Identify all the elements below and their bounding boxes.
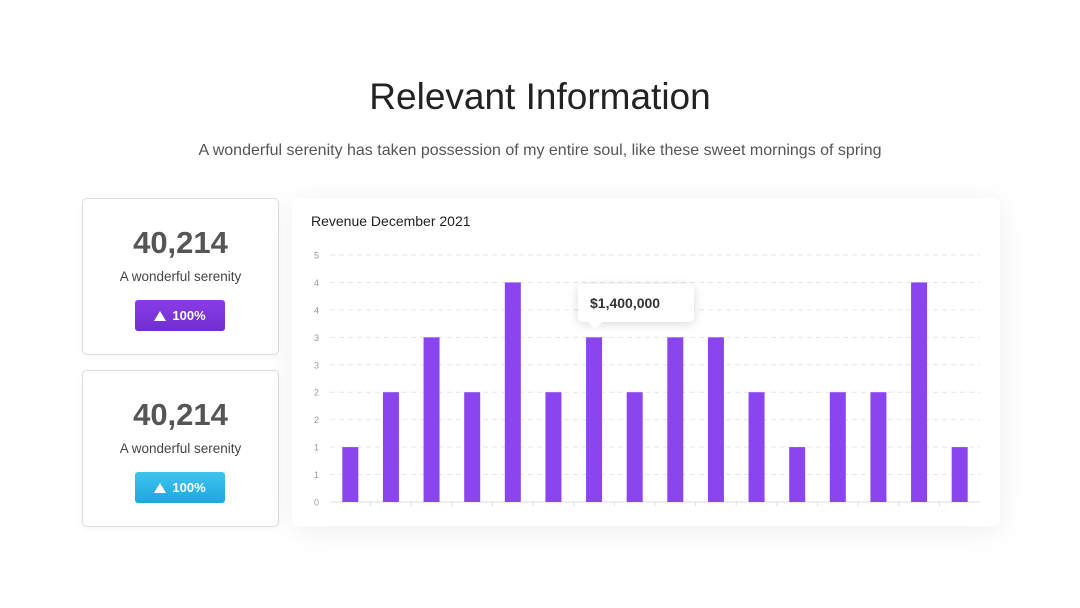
y-tick-label: 2 (314, 388, 319, 398)
y-tick-label: 5 (314, 251, 319, 261)
y-tick-label: 1 (314, 443, 319, 453)
bar-16[interactable] (951, 447, 968, 502)
revenue-bar-chart: 0 1 1 2 2 3 3 4 4 5 (314, 251, 980, 508)
y-tick-label: 3 (314, 333, 319, 343)
bar-7[interactable] (586, 337, 603, 502)
bar-14[interactable] (870, 392, 887, 502)
bar-12[interactable] (789, 447, 806, 502)
bar-15[interactable] (911, 282, 928, 502)
y-tick-label: 2 (314, 415, 319, 425)
y-tick-label: 4 (314, 305, 319, 315)
bar-5[interactable] (504, 282, 521, 502)
bar-10[interactable] (707, 337, 724, 502)
bar-6[interactable] (545, 392, 562, 502)
bar-1[interactable] (342, 447, 359, 502)
bar-13[interactable] (829, 392, 846, 502)
arrow-up-icon (154, 310, 167, 321)
badge-label: 100% (172, 480, 206, 495)
y-tick-label: 0 (314, 498, 319, 508)
chart-title: Revenue December 2021 (311, 213, 471, 229)
revenue-chart-card: Revenue December 2021 0 1 1 2 2 3 3 4 4 5 $1,400,… (292, 198, 1000, 526)
page-subtitle: A wonderful serenity has taken possessio… (198, 142, 882, 159)
stat-card: 40,214 A wonderful serenity 100% (82, 198, 279, 355)
badge-label: 100% (172, 308, 206, 323)
bar-8[interactable] (626, 392, 643, 502)
bar-2[interactable] (382, 392, 399, 502)
bar-11[interactable] (748, 392, 765, 502)
stat-label: A wonderful serenity (119, 269, 242, 284)
stat-card: 40,214 A wonderful serenity 100% (82, 370, 279, 527)
bar-4[interactable] (464, 392, 481, 502)
bar-9[interactable] (667, 337, 684, 502)
bar-3[interactable] (423, 337, 440, 502)
y-tick-label: 1 (314, 470, 319, 480)
stat-label: A wonderful serenity (119, 441, 242, 456)
page-title: Relevant Information (369, 76, 711, 117)
growth-badge: 100% (135, 472, 225, 503)
growth-badge: 100% (135, 300, 225, 331)
y-tick-label: 4 (314, 278, 319, 288)
chart-tooltip: $1,400,000 (578, 284, 694, 329)
y-tick-label: 3 (314, 360, 319, 370)
arrow-up-icon (154, 482, 167, 493)
stat-value: 40,214 (133, 397, 228, 432)
stat-value: 40,214 (133, 225, 228, 260)
